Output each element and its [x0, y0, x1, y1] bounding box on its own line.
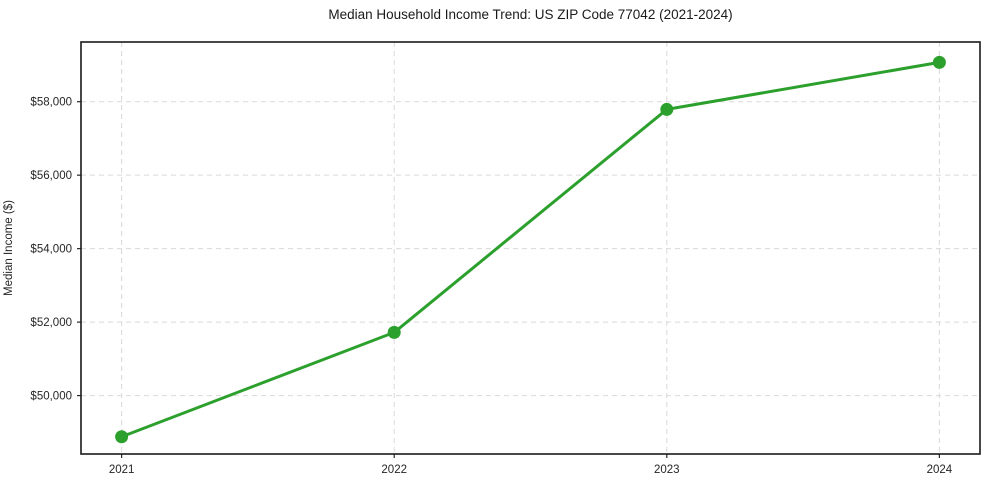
trend-line: [120, 60, 941, 439]
y-tick-label: $52,000: [30, 317, 72, 329]
x-tick-label: 2021: [109, 464, 135, 476]
data-point-marker: [660, 102, 674, 116]
data-point-marker: [387, 325, 401, 339]
x-tick-label: 2024: [927, 464, 953, 476]
plot-border: [80, 41, 981, 455]
y-tick-label: $50,000: [30, 391, 72, 403]
x-tick-label: 2023: [654, 464, 680, 476]
data-point-marker: [932, 55, 946, 69]
y-tick-label: $56,000: [30, 170, 72, 182]
data-point-marker: [115, 430, 129, 444]
x-tick-label: 2022: [381, 464, 407, 476]
y-tick-label: $58,000: [30, 97, 72, 109]
y-tick-label: $54,000: [30, 244, 72, 256]
chart-title: Median Household Income Trend: US ZIP Co…: [328, 7, 733, 22]
